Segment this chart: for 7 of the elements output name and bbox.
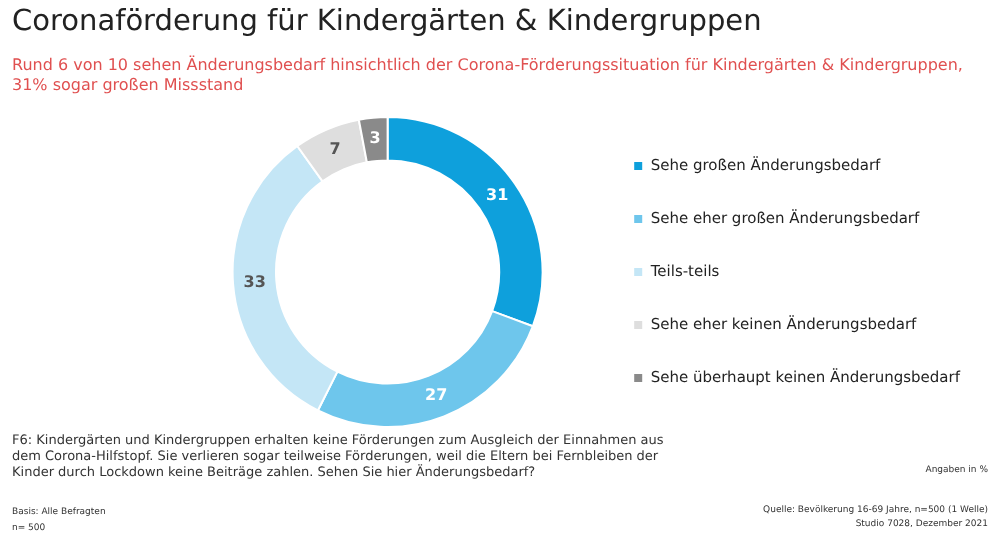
- data-label: 27: [425, 386, 448, 405]
- data-label: 3: [369, 129, 381, 148]
- chart-title: Coronaförderung für Kindergärten & Kindergruppen: [12, 6, 762, 38]
- data-label: 31: [485, 186, 510, 205]
- chart-subtitle: Rund 6 von 10 sehen Änderungsbedarf hinsichtlich der Corona-Förderungssituation für Kindergärten & Kindergruppen, 31% sogar großen Missstand: [12, 56, 965, 96]
- data-label: 33: [243, 272, 266, 291]
- data-label: 7: [329, 139, 341, 158]
